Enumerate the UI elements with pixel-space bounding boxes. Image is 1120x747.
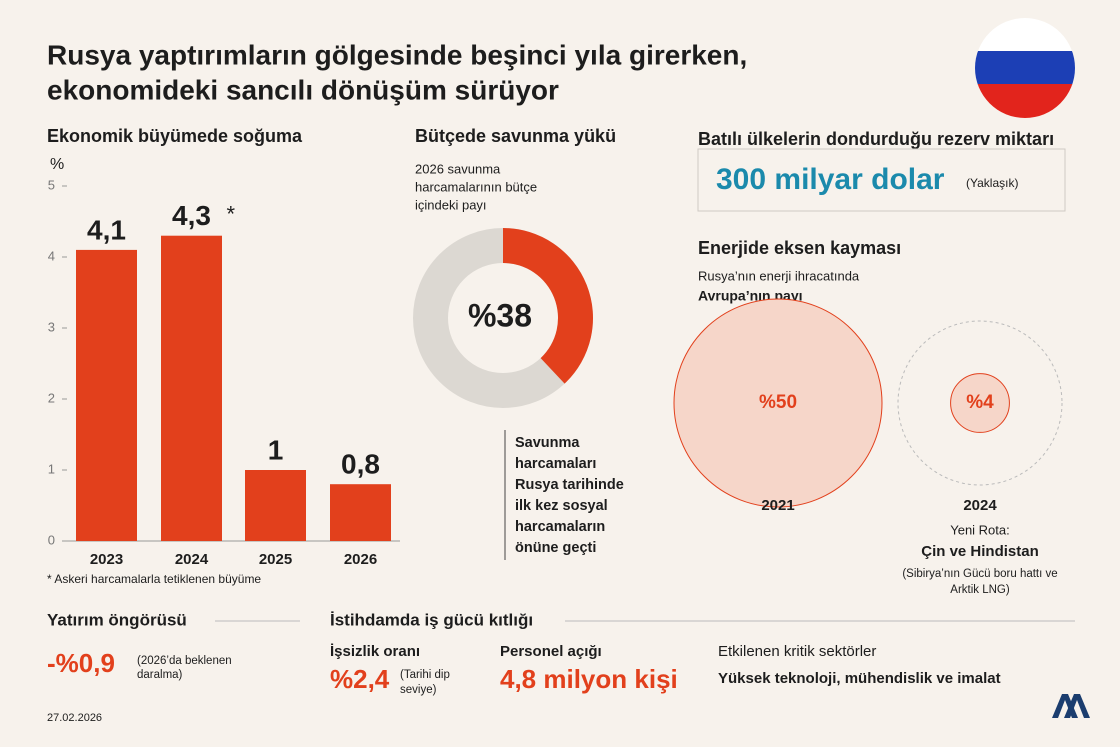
subtitle: 2026 savunma — [415, 161, 501, 176]
item-value: Yüksek teknoloji, mühendislik ve imalat — [718, 670, 1001, 687]
subtitle: içindeki payı — [415, 197, 487, 212]
bubble — [673, 298, 883, 508]
donut-slice — [503, 228, 593, 384]
item-label: Etkilenen kritik sektörler — [718, 643, 876, 660]
bar — [161, 235, 222, 541]
reserve-box — [697, 148, 1066, 212]
section-title: Bütçede savunma yükü — [415, 126, 616, 146]
note: Çin ve Hindistan — [921, 543, 1039, 560]
subtitle: harcamalarının bütçe — [415, 179, 537, 194]
section-title: Ekonomik büyümede soğuma — [47, 126, 303, 146]
y-axis-label: % — [50, 156, 64, 173]
y-tick-label: 4 — [48, 248, 55, 263]
reference-circle — [897, 320, 1063, 486]
x-label: 2024 — [963, 497, 997, 514]
value-annotation: * — [227, 202, 236, 227]
item-label: Personel açığı — [500, 643, 602, 660]
y-tick-label: 5 — [48, 177, 55, 192]
section-title: Enerjide eksen kayması — [698, 238, 901, 258]
note: (Sibirya’nın Gücü boru hattı ve — [902, 568, 1057, 580]
section-title: Batılı ülkelerin dondurduğu rezerv mikta… — [698, 129, 1054, 149]
note: seviye) — [400, 684, 437, 696]
note: daralma) — [137, 669, 183, 681]
footnote: * Askeri harcamalarla tetiklenen büyüme — [47, 572, 261, 586]
x-tick-label: 2023 — [90, 551, 123, 568]
value-label: %50 — [759, 392, 797, 413]
date: 27.02.2026 — [47, 712, 102, 724]
note: (2026’da beklenen — [137, 655, 232, 667]
value-label: %4 — [966, 392, 994, 413]
y-tick-label: 3 — [48, 319, 55, 334]
y-tick-label: 0 — [48, 532, 55, 547]
reserve-note: (Yaklaşık) — [966, 176, 1018, 190]
y-tick-label: 2 — [48, 390, 55, 405]
item-value: 4,8 milyon kişi — [500, 664, 678, 694]
x-tick-label: 2024 — [175, 551, 209, 568]
value-label: 4,1 — [87, 214, 126, 245]
bubble — [950, 373, 1010, 433]
section-title: İstihdamda iş gücü kıtlığı — [330, 610, 533, 629]
value-label: %38 — [468, 297, 532, 333]
x-label: 2021 — [761, 497, 794, 514]
x-tick-label: 2026 — [344, 551, 377, 568]
bar — [245, 470, 306, 541]
annotation: harcamaları — [515, 456, 596, 472]
section-title: Yatırım öngörüsü — [47, 610, 187, 629]
value-label: 1 — [268, 434, 284, 465]
x-tick-label: 2025 — [259, 551, 292, 568]
note: Arktik LNG) — [950, 584, 1010, 596]
reserve-value: 300 milyar dolar — [716, 163, 945, 196]
title: Rusya yaptırımların gölgesinde beşinci y… — [47, 39, 747, 70]
value-label: 4,3 — [172, 200, 211, 231]
item-label: İşsizlik oranı — [330, 643, 420, 660]
bar — [76, 249, 137, 541]
annotation: harcamaların — [515, 519, 605, 535]
y-tick-label: 1 — [48, 461, 55, 476]
annotation: önüne geçti — [515, 540, 596, 556]
bar — [330, 484, 391, 541]
flag — [975, 18, 1075, 118]
note: Yeni Rota: — [950, 522, 1010, 537]
item-value: %2,4 — [330, 664, 390, 694]
note: (Tarihi dip — [400, 669, 450, 681]
title: ekonomideki sancılı dönüşüm sürüyor — [47, 74, 559, 105]
logo — [1052, 694, 1090, 718]
annotation: Savunma — [515, 435, 580, 451]
investment-value: -%0,9 — [47, 648, 115, 678]
value-label: 0,8 — [341, 449, 380, 480]
subtitle: Rusya’nın enerji ihracatında — [698, 268, 860, 283]
annotation: ilk kez sosyal — [515, 498, 608, 514]
annotation: Rusya tarihinde — [515, 477, 624, 493]
